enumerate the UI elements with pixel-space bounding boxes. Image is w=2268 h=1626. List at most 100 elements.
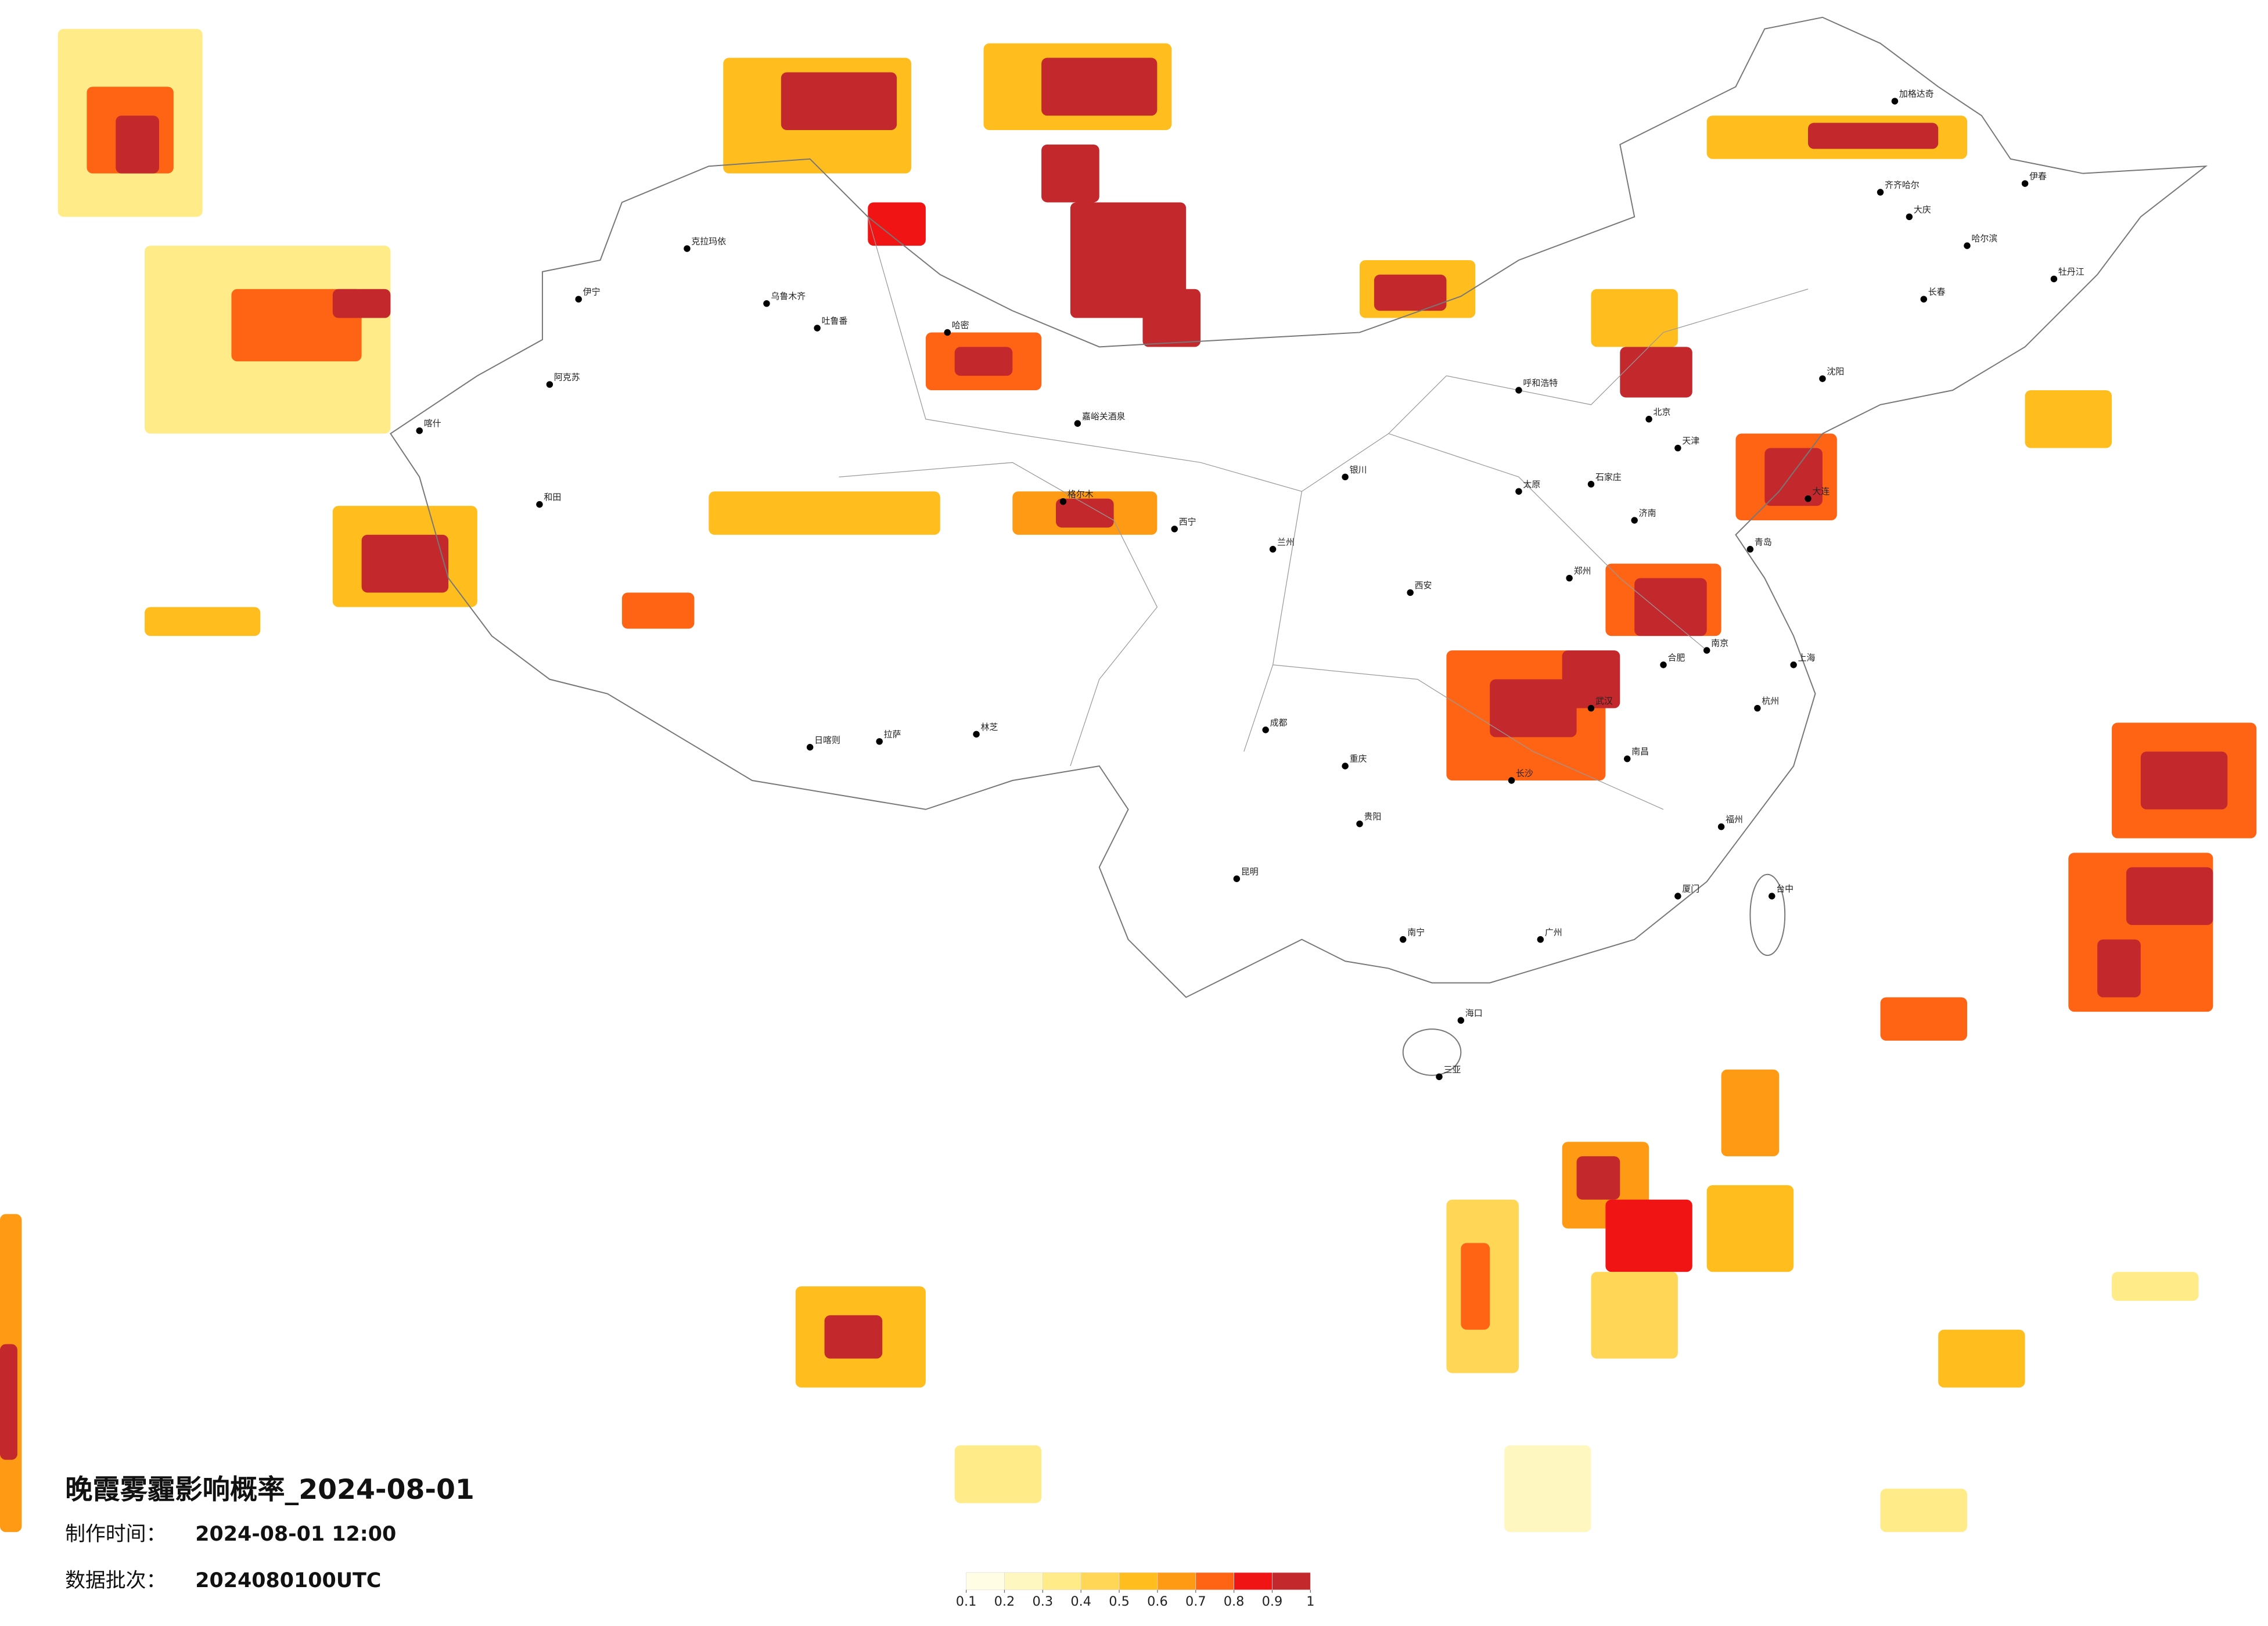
city-label: 吐鲁番 (822, 316, 848, 326)
haze-patch (1142, 289, 1201, 347)
haze-patch (621, 592, 695, 629)
city-dot (973, 731, 980, 738)
haze-patch (1808, 123, 1939, 149)
city-dot (1754, 704, 1761, 712)
city-label: 和田 (544, 492, 561, 502)
legend-tick-label: 0.2 (994, 1594, 1015, 1609)
city-dot (1342, 473, 1349, 481)
city-label: 杭州 (1762, 696, 1779, 706)
city-dot (1964, 242, 1971, 249)
haze-patch (868, 202, 926, 246)
city-label: 阿克苏 (554, 372, 580, 383)
legend-tick-label: 1 (1306, 1594, 1314, 1609)
legend-tick-label: 0.3 (1033, 1594, 1054, 1609)
city-label: 克拉玛依 (691, 236, 726, 247)
city-dot (763, 300, 770, 307)
city-dot (876, 738, 883, 745)
haze-patch (2126, 867, 2213, 925)
city-dot (1457, 1017, 1465, 1024)
haze-patch (2140, 751, 2228, 810)
legend-swatch (1080, 1572, 1120, 1591)
city-label: 贵阳 (1364, 811, 1381, 822)
city-label: 格尔木 (1067, 489, 1094, 499)
city-dot (1790, 661, 1797, 668)
haze-patch (1374, 274, 1447, 311)
city-label: 天津 (1682, 436, 1699, 446)
city-label: 日喀则 (814, 735, 840, 745)
city-dot (1746, 546, 1754, 553)
haze-patch (2112, 1272, 2199, 1301)
taiwan-outline (1749, 873, 1786, 956)
city-label: 广州 (1545, 927, 1562, 937)
city-dot (2021, 180, 2029, 187)
city-dot (1171, 526, 1178, 533)
city-dot (1587, 704, 1595, 712)
legend-tick-label: 0.8 (1224, 1594, 1245, 1609)
city-label: 台中 (1776, 884, 1793, 894)
legend-swatch (1195, 1572, 1234, 1591)
province-borders (839, 217, 1809, 810)
city-label: 沈阳 (1827, 366, 1844, 377)
haze-patch (1576, 1156, 1620, 1200)
legend-swatch (1234, 1572, 1273, 1591)
city-label: 齐齐哈尔 (1885, 180, 1920, 190)
city-label: 兰州 (1277, 537, 1295, 547)
haze-patch (2097, 939, 2141, 998)
legend-tick-label: 0.9 (1262, 1594, 1283, 1609)
hainan-outline (1402, 1028, 1462, 1076)
city-dot (1436, 1073, 1443, 1080)
city-dot (1407, 589, 1414, 596)
city-dot (1819, 375, 1826, 382)
city-label: 合肥 (1667, 652, 1685, 663)
city-label: 郑州 (1574, 566, 1591, 576)
haze-patch (1605, 1199, 1692, 1272)
city-label: 银川 (1350, 465, 1367, 475)
city-dot (1566, 574, 1573, 582)
city-dot (1515, 488, 1522, 495)
haze-patch (1562, 650, 1620, 708)
city-dot (575, 296, 582, 303)
haze-patch (116, 116, 159, 174)
haze-patch (2025, 390, 2112, 448)
legend-tick-label: 0.1 (956, 1594, 977, 1609)
city-dot (1674, 893, 1681, 900)
haze-patch (1880, 1488, 1967, 1533)
haze-patch (231, 289, 362, 362)
legend-swatch (966, 1572, 1005, 1591)
city-label: 石家庄 (1595, 472, 1622, 482)
city-dot (416, 427, 423, 434)
haze-patch (1706, 1185, 1794, 1272)
city-dot (1342, 762, 1349, 769)
city-dot (1645, 416, 1652, 423)
city-dot (1074, 420, 1081, 427)
city-dot (1537, 936, 1544, 943)
legend-swatch (1119, 1572, 1158, 1591)
haze-areas (0, 28, 2257, 1533)
haze-patch (954, 347, 1013, 376)
haze-patch (145, 607, 261, 636)
legend-tick-label: 0.4 (1070, 1594, 1091, 1609)
city-label: 大连 (1813, 486, 1830, 497)
haze-patch (1634, 578, 1707, 636)
haze-patch (954, 1445, 1042, 1503)
legend: 0.1 0.2 0.3 0.4 0.5 0.6 0.7 0.8 0.9 1 (956, 1572, 1314, 1609)
city-dot (536, 501, 543, 508)
city-label: 南宁 (1407, 927, 1425, 937)
city-label: 成都 (1270, 717, 1288, 728)
city-label: 青岛 (1755, 537, 1772, 547)
city-dot (1717, 823, 1725, 830)
haze-patch (1880, 997, 1967, 1041)
haze-patch (1056, 498, 1114, 528)
city-label: 三亚 (1443, 1064, 1461, 1075)
country-outline (390, 16, 2208, 998)
city-label: 乌鲁木齐 (771, 291, 806, 301)
city-label: 南昌 (1631, 746, 1649, 757)
haze-patch (1620, 347, 1692, 398)
city-label: 西宁 (1179, 516, 1196, 527)
city-label: 重庆 (1350, 754, 1367, 764)
legend-swatch (1157, 1572, 1196, 1591)
haze-patch (332, 289, 391, 318)
city-dot (1508, 777, 1515, 784)
city-dot (1891, 98, 1899, 105)
